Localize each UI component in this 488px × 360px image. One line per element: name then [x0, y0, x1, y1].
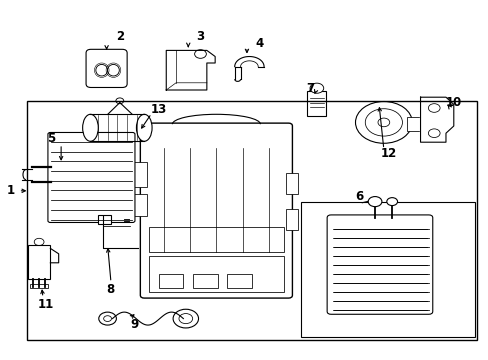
Bar [134, 162, 146, 187]
FancyBboxPatch shape [140, 123, 292, 298]
Circle shape [367, 197, 381, 207]
Text: 1: 1 [7, 184, 15, 197]
Bar [27, 101, 476, 340]
Bar [149, 256, 283, 292]
FancyBboxPatch shape [86, 49, 127, 87]
Circle shape [99, 312, 116, 325]
Text: 5: 5 [47, 132, 55, 145]
Text: 6: 6 [355, 190, 363, 203]
Text: 12: 12 [380, 147, 396, 159]
Text: 2: 2 [116, 30, 123, 42]
Text: 13: 13 [150, 103, 167, 116]
Bar [28, 245, 50, 279]
Bar [407, 117, 419, 131]
Text: 4: 4 [255, 37, 263, 50]
Circle shape [355, 102, 411, 143]
FancyBboxPatch shape [48, 132, 135, 222]
Bar [285, 173, 298, 194]
Text: 8: 8 [106, 283, 114, 296]
Circle shape [194, 50, 206, 58]
Bar [285, 209, 298, 230]
FancyBboxPatch shape [326, 215, 432, 314]
Ellipse shape [82, 114, 98, 141]
Circle shape [173, 309, 198, 328]
Bar [227, 274, 251, 288]
Text: 11: 11 [37, 298, 54, 311]
Circle shape [309, 83, 323, 93]
Circle shape [386, 198, 397, 206]
Text: 3: 3 [196, 30, 204, 42]
Text: 10: 10 [445, 96, 461, 109]
Ellipse shape [136, 114, 152, 141]
Bar [306, 91, 325, 116]
Bar [134, 194, 146, 216]
Polygon shape [420, 97, 453, 142]
Bar [300, 202, 474, 337]
Bar [159, 274, 183, 288]
Bar [149, 227, 283, 252]
Bar [193, 274, 217, 288]
Text: 9: 9 [130, 318, 138, 330]
Bar [98, 215, 111, 224]
Polygon shape [166, 50, 215, 90]
Text: 7: 7 [306, 82, 314, 95]
Bar [30, 284, 48, 288]
